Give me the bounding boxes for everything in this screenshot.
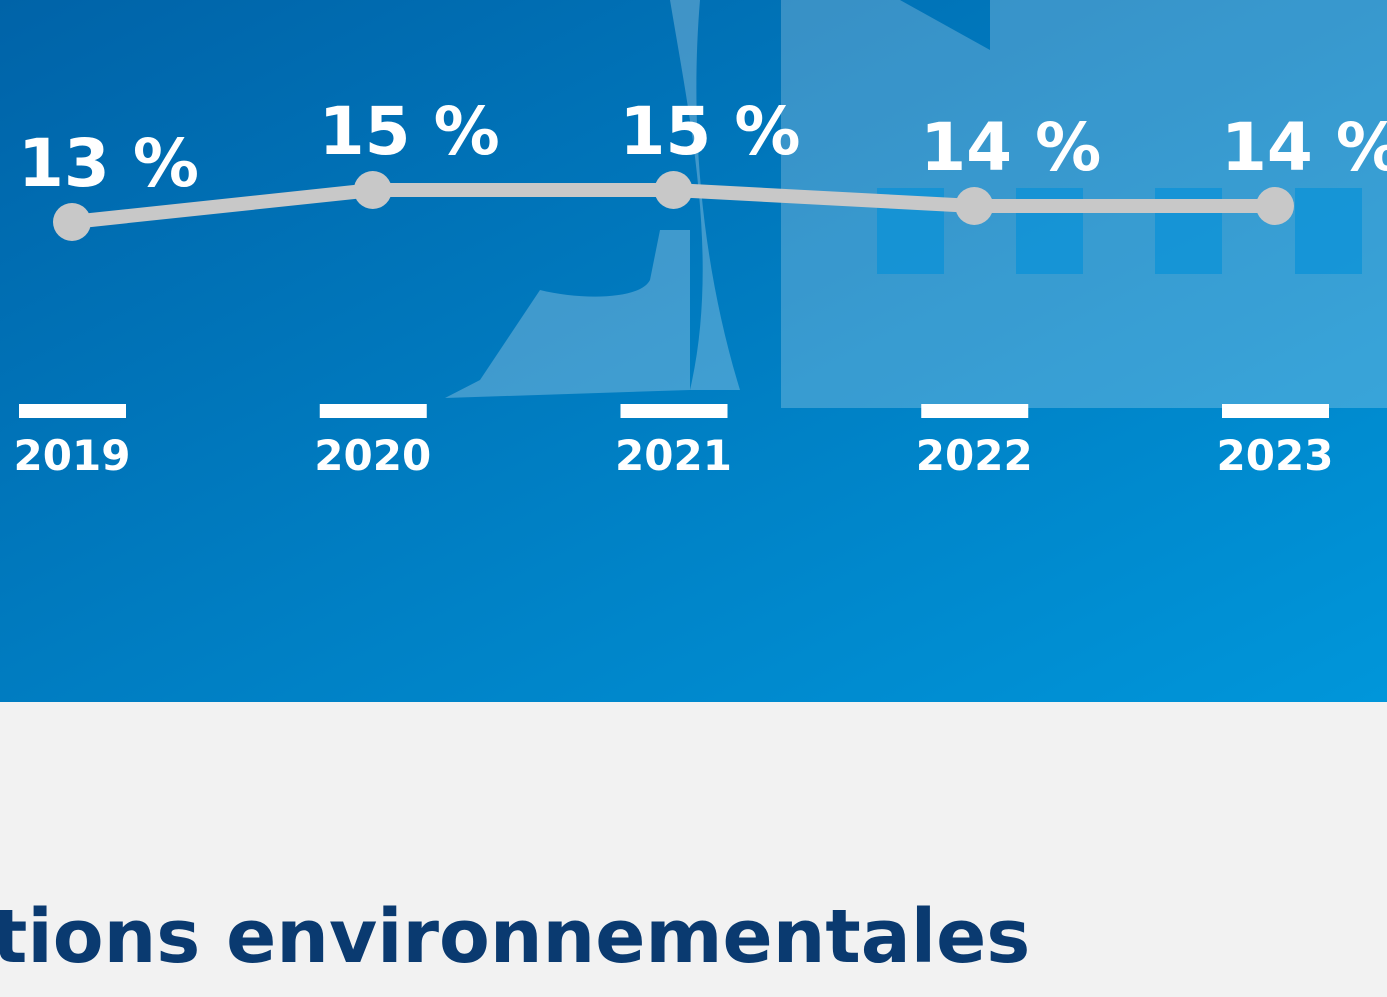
value-label: 14 % <box>1221 109 1387 186</box>
x-tick-bar <box>1222 404 1329 418</box>
x-tick-bar <box>319 404 427 418</box>
x-tick-bar <box>921 404 1029 418</box>
x-tick-label: 2019 <box>14 431 131 480</box>
value-label: 13 % <box>18 125 199 202</box>
point <box>955 187 994 225</box>
x-tick-label: 2022 <box>916 431 1033 480</box>
x-tick-label: 2021 <box>615 431 732 480</box>
point <box>53 203 91 241</box>
point <box>1256 187 1294 225</box>
x-tick-label: 2023 <box>1217 431 1334 480</box>
section-heading: tions environnementales <box>0 894 1030 980</box>
x-tick-bar <box>19 404 126 418</box>
banner-background <box>0 0 1387 702</box>
x-tick-bar <box>620 404 728 418</box>
x-tick-label: 2020 <box>314 431 431 480</box>
value-label: 15 % <box>620 93 801 170</box>
value-label: 14 % <box>920 109 1101 186</box>
point <box>353 171 392 209</box>
reader-silhouette <box>445 0 740 398</box>
value-label: 15 % <box>319 93 500 170</box>
point <box>654 171 693 209</box>
